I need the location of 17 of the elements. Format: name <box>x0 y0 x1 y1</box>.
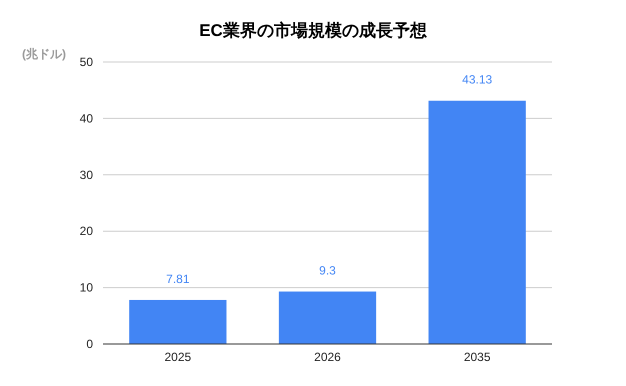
data-label: 43.13 <box>462 72 493 87</box>
x-tick-label: 2025 <box>164 350 192 364</box>
y-tick-label: 50 <box>80 55 94 69</box>
x-tick-label: 2035 <box>464 350 491 364</box>
bar <box>129 300 226 344</box>
bar <box>278 292 376 344</box>
x-tick-label: 2026 <box>314 350 342 364</box>
y-tick-label: 10 <box>80 280 94 295</box>
data-label: 7.81 <box>166 272 190 286</box>
y-axis-title: (兆ドル) <box>22 47 66 61</box>
y-tick-label: 0 <box>86 337 94 351</box>
data-label: 9.3 <box>319 264 336 278</box>
chart-title: EC業界の市場規模の成長予想 <box>199 21 428 40</box>
y-tick-label: 40 <box>80 111 94 126</box>
y-tick-label: 20 <box>80 224 94 238</box>
y-tick-label: 30 <box>80 168 94 182</box>
bar <box>428 100 526 344</box>
